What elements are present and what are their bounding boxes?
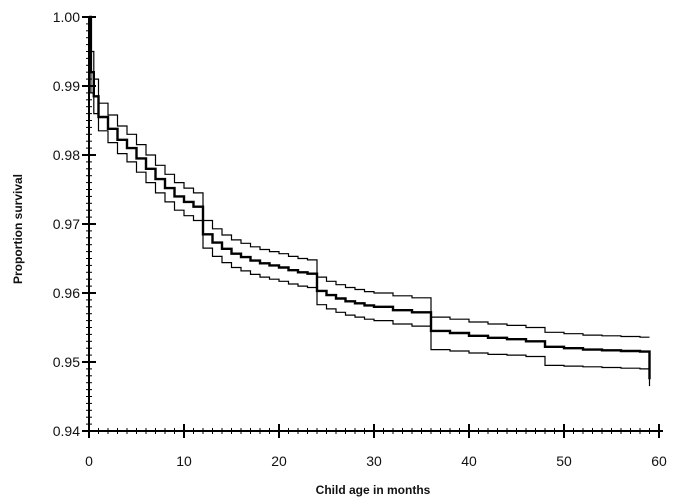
tick-labels: 0.94 0.95 0.96 0.97 0.98 0.99 1.00 0 10 20 30 40 50 6… <box>53 9 667 469</box>
x-tick-label: 30 <box>366 453 382 469</box>
y-axis-title: Proportion survival <box>11 174 25 284</box>
y-tick-label: 0.98 <box>53 147 80 163</box>
x-tick-label: 60 <box>651 453 667 469</box>
y-tick-label: 0.95 <box>53 354 80 370</box>
y-tick-label: 1.00 <box>53 9 80 25</box>
x-tick-label: 40 <box>461 453 477 469</box>
series-line-upper-ci <box>89 16 650 338</box>
y-tick-label: 0.99 <box>53 78 80 94</box>
y-tick-label: 0.94 <box>53 423 80 439</box>
axes <box>82 16 663 438</box>
x-axis-title: Child age in months <box>316 483 431 497</box>
series-line-lower-ci <box>89 16 651 387</box>
series-line-estimate <box>89 15 651 380</box>
x-tick-label: 20 <box>271 453 287 469</box>
x-tick-label: 10 <box>176 453 192 469</box>
y-tick-label: 0.97 <box>53 216 80 232</box>
x-tick-label: 50 <box>556 453 572 469</box>
plot-lines <box>89 15 651 387</box>
y-tick-label: 0.96 <box>53 285 80 301</box>
x-tick-label: 0 <box>85 453 93 469</box>
